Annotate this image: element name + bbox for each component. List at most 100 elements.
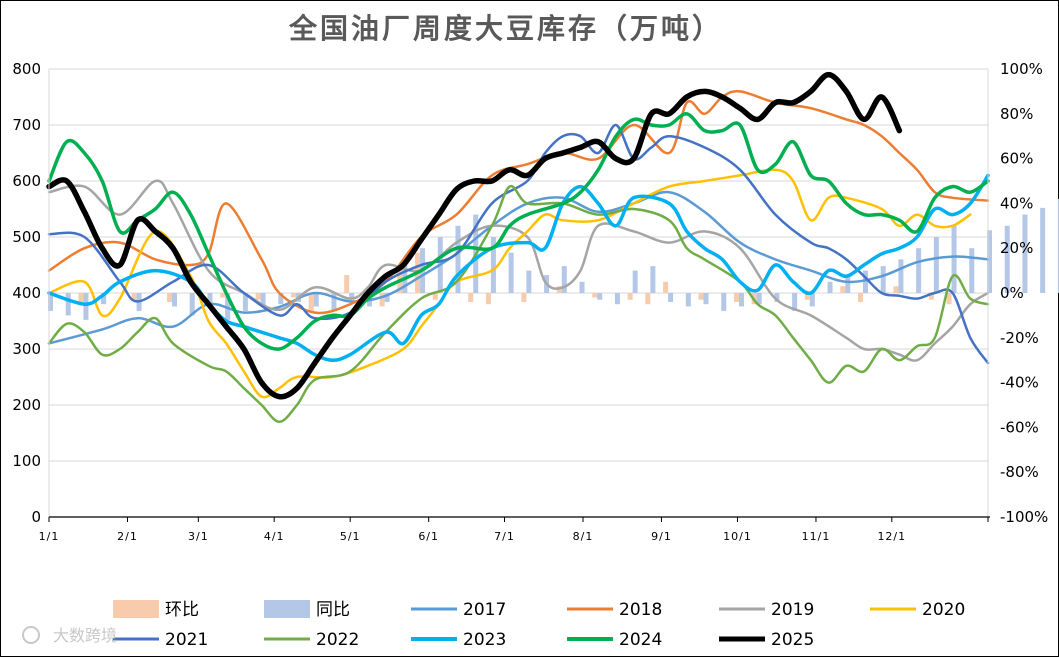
bar (220, 293, 226, 298)
bar (207, 293, 213, 305)
bar (455, 225, 461, 293)
bar (561, 266, 567, 293)
series-line-2025 (46, 71, 903, 400)
bar (485, 293, 491, 305)
bar (349, 293, 355, 300)
y-tick-label: 300 (12, 340, 41, 358)
y2-tick-label: 80% (1000, 105, 1033, 123)
bar (857, 293, 863, 302)
bar (432, 293, 438, 300)
bar (225, 293, 231, 320)
bar (650, 266, 656, 293)
legend-item: 2019 (719, 600, 814, 620)
bar (526, 270, 532, 293)
legend-item: 2024 (567, 630, 662, 650)
x-tick-label: 7/1 (494, 530, 515, 543)
watermark-logo-icon (22, 626, 40, 644)
bar (379, 293, 385, 307)
bar (597, 293, 603, 300)
bar (792, 293, 798, 311)
legend-label: 2020 (922, 600, 965, 620)
bar (278, 293, 284, 305)
y2-tick-label: 0% (1000, 284, 1024, 302)
x-tick-label: 5/1 (340, 530, 361, 543)
y-tick-label: 400 (12, 284, 41, 302)
y-tick-label: 500 (12, 228, 41, 246)
x-tick-label: 1/1 (39, 530, 60, 543)
bar (255, 293, 261, 300)
series-line-2022 (47, 184, 990, 424)
y-tick-label: 200 (12, 396, 41, 414)
bar (83, 293, 89, 320)
bar (845, 275, 851, 293)
bar (101, 293, 107, 305)
bar (840, 286, 846, 293)
bar (78, 293, 84, 305)
bar (951, 225, 957, 293)
legend-swatch (113, 600, 159, 618)
series-line-2021 (47, 123, 990, 365)
bar (291, 293, 297, 298)
bar (698, 293, 704, 300)
y2-tick-label: -60% (1000, 418, 1039, 436)
bar (167, 293, 173, 302)
y2-tick-label: -80% (1000, 463, 1039, 481)
bar (172, 293, 178, 307)
bar (756, 293, 762, 305)
legend-item: 2025 (719, 630, 814, 650)
bar (260, 293, 266, 307)
bar (632, 270, 638, 293)
bar (738, 293, 744, 307)
series-line-2024 (47, 112, 990, 351)
bar (668, 293, 674, 302)
bar (933, 237, 939, 293)
legend-label: 2018 (619, 600, 662, 620)
x-tick-label: 12/1 (877, 530, 906, 543)
legend-swatch (264, 600, 310, 618)
bar (627, 293, 633, 300)
gridlines (49, 68, 988, 518)
bar (721, 293, 727, 311)
bar (331, 293, 337, 311)
bar (490, 237, 496, 293)
y-tick-label: 800 (12, 60, 41, 78)
legend-label: 2023 (463, 630, 506, 650)
bar (48, 293, 53, 311)
legend-item: 2017 (411, 600, 506, 620)
bar (928, 293, 934, 300)
legend-item: 2018 (567, 600, 662, 620)
bar (1022, 214, 1028, 293)
bar (804, 293, 810, 300)
bar (508, 252, 514, 293)
legend-item: 2021 (113, 630, 208, 650)
y-tick-label: 100 (12, 452, 41, 470)
legend-item: 环比 (113, 600, 199, 620)
bar (809, 293, 815, 307)
legend-item: 2022 (264, 630, 359, 650)
bar (521, 293, 527, 302)
legend-label: 2021 (165, 630, 208, 650)
bar (313, 293, 319, 307)
bar (703, 293, 709, 305)
x-tick-label: 11/1 (802, 530, 831, 543)
series-line-2018 (47, 89, 990, 315)
y2-tick-label: -40% (1000, 374, 1039, 392)
line-series (46, 71, 990, 424)
bar (468, 293, 474, 302)
bar (1057, 198, 1059, 293)
bar (898, 259, 904, 293)
bar (946, 293, 952, 305)
x-tick-label: 2/1 (117, 530, 138, 543)
bar (384, 293, 390, 302)
legend-item: 2023 (411, 630, 506, 650)
y2-tick-label: 60% (1000, 150, 1033, 168)
y-tick-label: 0 (31, 508, 41, 526)
bar (969, 248, 975, 293)
watermark-text: 大数跨境 (53, 626, 117, 645)
bar (556, 286, 562, 293)
y2-tick-label: 100% (1000, 60, 1043, 78)
bar (131, 293, 137, 300)
bar (733, 293, 739, 302)
bar (1004, 225, 1010, 293)
bar (663, 281, 669, 293)
